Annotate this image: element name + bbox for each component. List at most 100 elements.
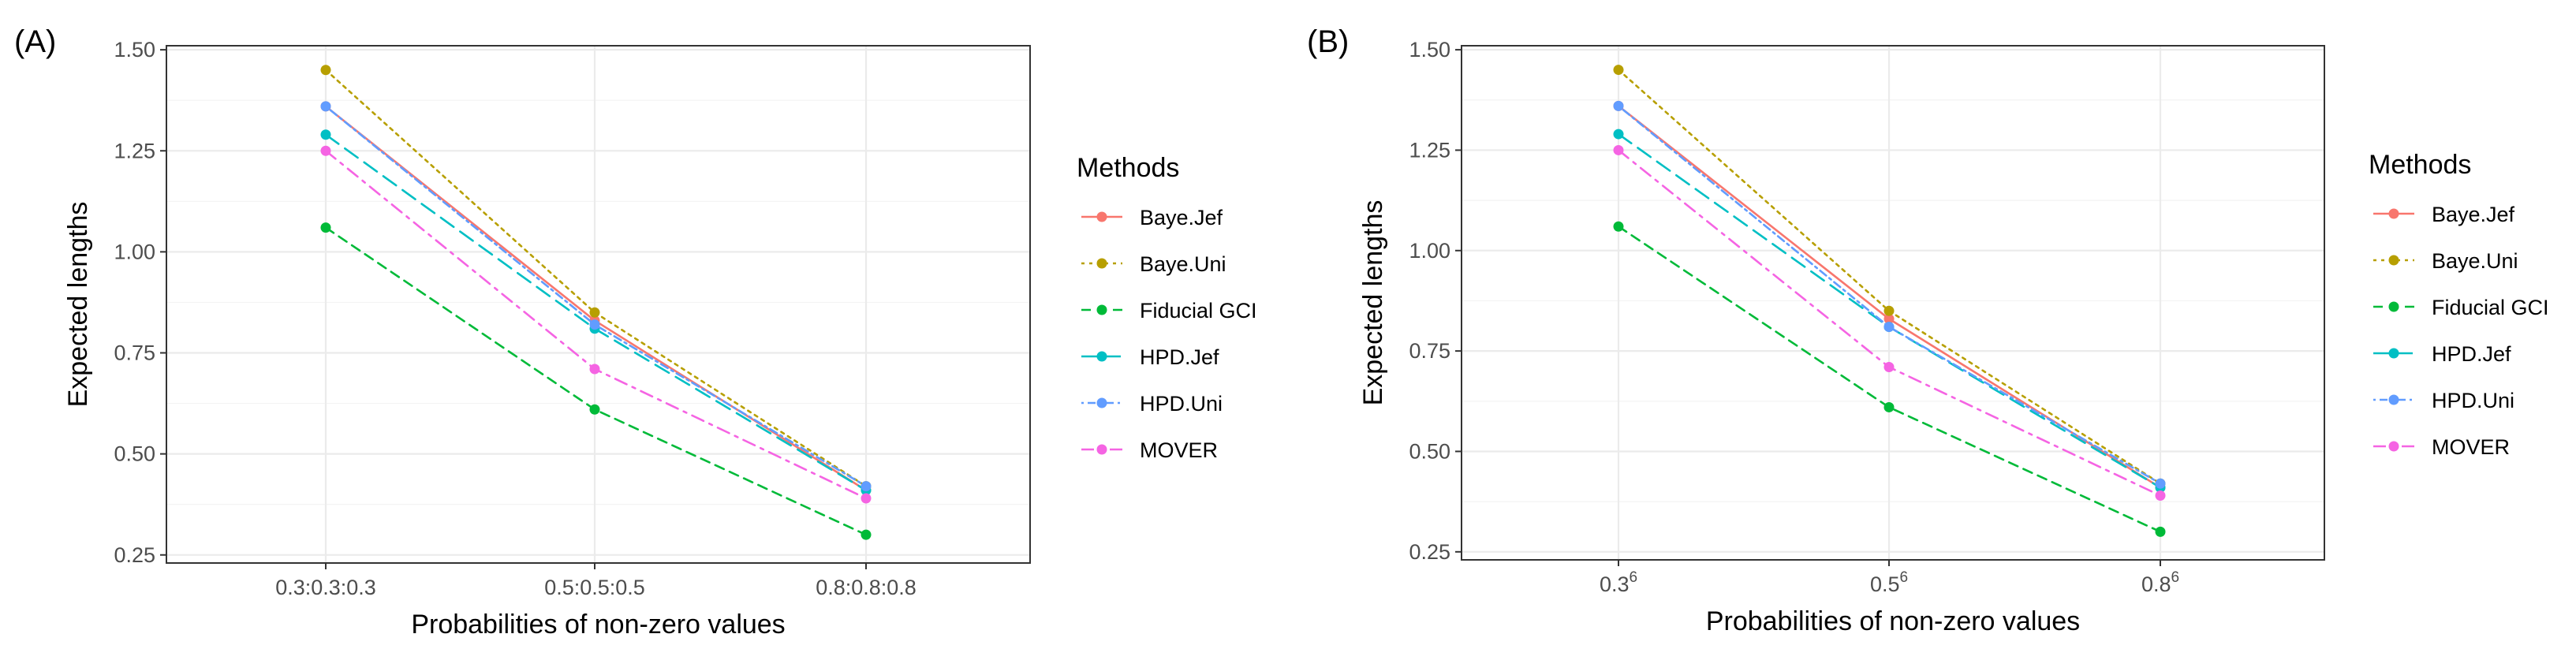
data-point-hpd-uni: [861, 481, 872, 492]
y-tick-label: 0.50: [1409, 439, 1450, 463]
legend-key-point: [1096, 444, 1107, 455]
data-point-fiducial-gci: [1883, 401, 1895, 412]
panel-label: (B): [1307, 24, 1349, 59]
legend-label: Baye.Jef: [2432, 203, 2515, 226]
y-tick-label: 1.50: [1409, 38, 1450, 62]
data-point-hpd-uni: [2155, 478, 2166, 489]
panel-a: (A)0.250.500.751.001.251.500.3:0.3:0.3 0.…: [14, 24, 1257, 639]
panel-b: (B)0.250.500.751.001.251.500.36 0.56 0.86P…: [1307, 24, 2549, 636]
legend-key-point: [2388, 208, 2399, 219]
x-tick-exponent: 6: [2171, 569, 2179, 586]
y-axis: 0.25 0.50 0.75 1.00 1.25 1.50: [114, 38, 166, 567]
y-axis: 0.25 0.50 0.75 1.00 1.25 1.50: [1409, 38, 1462, 564]
legend-title: Methods: [1077, 153, 1179, 183]
legend-key: [2373, 348, 2414, 359]
legend-key-point: [1096, 258, 1107, 269]
data-point-fiducial-gci: [320, 222, 331, 233]
y-tick-label: 0.25: [114, 543, 155, 567]
data-point-hpd-uni: [589, 319, 600, 330]
x-tick-label: 0.3:0.3:0.3: [275, 576, 376, 599]
legend-key-point: [2388, 255, 2399, 266]
legend-key: [2373, 208, 2414, 219]
legend-label: HPD.Jef: [1140, 345, 1219, 369]
data-point-baye-uni: [589, 307, 600, 318]
x-tick-label: 0.56: [1870, 569, 1908, 596]
data-point-baye-jef: [1883, 313, 1895, 324]
y-tick-label: 0.75: [1409, 339, 1450, 363]
legend-label: Baye.Jef: [1140, 206, 1223, 229]
legend-title: Methods: [2369, 150, 2471, 180]
y-tick-label: 0.25: [1409, 540, 1450, 564]
legend-label: MOVER: [1140, 438, 1218, 462]
legend-key: [1081, 258, 1122, 269]
data-point-mover: [589, 364, 600, 375]
legend-label: Fiducial GCI: [2432, 296, 2549, 319]
data-point-hpd-jef: [320, 129, 331, 140]
legend-key: [2373, 255, 2414, 266]
panel-border: [166, 45, 1031, 564]
legend-key: [1081, 304, 1122, 315]
series-line-hpd-uni: [1617, 105, 2162, 485]
data-point-fiducial-gci: [861, 529, 872, 540]
legend-key: [2373, 394, 2414, 405]
x-axis-title: Probabilities of non-zero values: [1706, 606, 2080, 636]
y-tick-label: 0.50: [114, 442, 155, 466]
legend-label: Baye.Uni: [2432, 249, 2518, 273]
legend-label: MOVER: [2432, 435, 2510, 459]
data-point-hpd-uni: [320, 101, 331, 112]
data-point-fiducial-gci: [1613, 221, 1624, 232]
legend-key: [1081, 397, 1122, 408]
y-axis-title: Expected lengths: [1358, 200, 1388, 406]
data-point-fiducial-gci: [589, 404, 600, 415]
legend-key-point: [2388, 394, 2399, 405]
x-axis: 0.3:0.3:0.3 0.5:0.5:0.5 0.8:0.8:0.8: [275, 563, 917, 599]
legend-key: [2373, 441, 2414, 452]
legend-key-point: [1096, 211, 1107, 222]
panel-label: (A): [14, 24, 56, 59]
legend-key: [1081, 351, 1122, 362]
legend-key-point: [1096, 351, 1107, 362]
data-point-mover: [1613, 144, 1624, 155]
x-tick-exponent: 6: [1629, 569, 1637, 586]
y-tick-label: 1.50: [114, 38, 155, 62]
panel-border: [1461, 45, 2325, 561]
y-tick-label: 0.75: [114, 341, 155, 365]
legend: Methods Baye.Jef Baye.Uni Fiducial GCI HPD.J…: [2369, 150, 2549, 459]
legend: Methods Baye.Jef Baye.Uni Fiducial GCI HPD.J…: [1077, 153, 1257, 462]
legend-key: [1081, 211, 1122, 222]
x-tick-base: 0.8: [2141, 572, 2171, 596]
data-point-mover: [861, 493, 872, 504]
y-tick-label: 1.00: [114, 240, 155, 263]
x-tick-exponent: 6: [1899, 569, 1908, 586]
legend-label: HPD.Uni: [2432, 389, 2514, 412]
x-tick-label: 0.36: [1600, 569, 1637, 596]
data-point-hpd-jef: [1613, 129, 1624, 140]
y-tick-label: 1.00: [1409, 239, 1450, 263]
legend-key-point: [1096, 397, 1107, 408]
legend-label: Baye.Uni: [1140, 252, 1226, 276]
data-point-mover: [320, 145, 331, 156]
x-tick-label: 0.5:0.5:0.5: [544, 576, 645, 599]
y-axis-title: Expected lengths: [63, 202, 93, 408]
data-point-hpd-uni: [1613, 100, 1624, 111]
legend-key-point: [2388, 348, 2399, 359]
plot-area: [166, 46, 1030, 563]
data-point-fiducial-gci: [2155, 526, 2166, 537]
x-axis: 0.36 0.56 0.86: [1600, 560, 2179, 596]
data-point-mover: [2155, 490, 2166, 501]
legend-label: HPD.Uni: [1140, 392, 1223, 416]
gridlines: [166, 46, 1030, 563]
data-point-baye-uni: [320, 65, 331, 76]
x-axis-title: Probabilities of non-zero values: [411, 610, 785, 639]
legend-label: HPD.Jef: [2432, 342, 2511, 366]
legend-label: Fiducial GCI: [1140, 299, 1257, 323]
data-point-mover: [1883, 362, 1895, 372]
x-tick-label: 0.8:0.8:0.8: [816, 576, 917, 599]
y-tick-label: 1.25: [1409, 138, 1450, 162]
legend-key-point: [1096, 304, 1107, 315]
data-point-hpd-uni: [1883, 322, 1895, 333]
legend-key-point: [2388, 441, 2399, 452]
data-point-baye-uni: [1883, 305, 1895, 316]
legend-key: [2373, 301, 2414, 312]
